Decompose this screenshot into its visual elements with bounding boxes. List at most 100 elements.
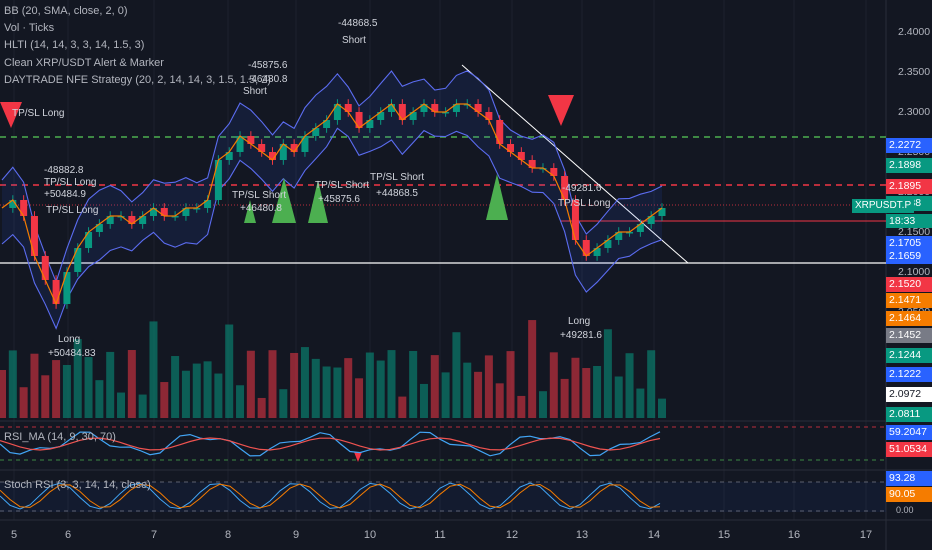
candle-body-40 bbox=[431, 104, 439, 112]
volume-bar-21 bbox=[225, 324, 234, 418]
legend-rsi[interactable]: RSI_MA (14, 9, 30, 70) bbox=[4, 431, 116, 443]
volume-bar-61 bbox=[658, 398, 666, 418]
candle-body-14 bbox=[149, 208, 157, 216]
legend-stoch[interactable]: Stoch RSI (3, 3, 14, 14, close) bbox=[4, 479, 151, 491]
candle-body-38 bbox=[409, 112, 417, 120]
candle-body-26 bbox=[279, 144, 287, 160]
legend-vol[interactable]: Vol · Ticks bbox=[4, 22, 55, 35]
volume-bar-48 bbox=[517, 395, 526, 418]
legend-bb[interactable]: BB (20, SMA, close, 2, 0) bbox=[4, 5, 128, 17]
volume-bar-36 bbox=[387, 350, 396, 418]
ann-tp-sl-long-3: TP/SL Long bbox=[46, 205, 99, 216]
volume-bar-13 bbox=[138, 394, 147, 418]
legend-hlti[interactable]: HLTI (14, 14, 3, 3, 14, 1.5, 3) bbox=[4, 39, 145, 52]
volume-bar-22 bbox=[236, 385, 245, 418]
candle-body-28 bbox=[301, 136, 309, 152]
volume-bar-38 bbox=[409, 350, 418, 418]
candle-body-33 bbox=[355, 112, 363, 128]
x-tick-5: 5 bbox=[10, 529, 18, 541]
volume-bar-52 bbox=[560, 378, 569, 418]
x-tick-15: 15 bbox=[717, 529, 731, 541]
volume-bar-46 bbox=[495, 383, 504, 418]
price-badge-0: 2.2272 bbox=[886, 138, 932, 153]
volume-bar-9 bbox=[95, 380, 104, 418]
candle-body-23 bbox=[247, 136, 255, 144]
volume-bar-14 bbox=[149, 321, 158, 418]
candle-body-3 bbox=[30, 216, 38, 256]
price-badge-6: 2.1520 bbox=[886, 277, 932, 292]
candle-body-58 bbox=[626, 232, 634, 234]
ann-long-bottom: Long bbox=[58, 334, 81, 345]
candle-body-37 bbox=[398, 104, 406, 120]
candle-body-15 bbox=[160, 208, 168, 216]
price-badge-9: 2.1452 bbox=[886, 328, 932, 343]
volume-bar-54 bbox=[582, 368, 591, 418]
ann-long-bottom2-value: +49281.6 bbox=[560, 330, 602, 341]
stoch-zero-label: 0.00 bbox=[896, 505, 914, 515]
candle-body-56 bbox=[604, 240, 612, 248]
ann-short-gain-2: +45875.6 bbox=[318, 194, 360, 205]
volume-bar-43 bbox=[463, 362, 472, 418]
volume-bar-59 bbox=[636, 388, 645, 418]
volume-bar-3 bbox=[30, 353, 39, 418]
ann-top-short: Short bbox=[342, 35, 366, 46]
price-badge-12: 2.0972 bbox=[886, 387, 932, 402]
x-tick-9: 9 bbox=[292, 529, 300, 541]
candle-body-57 bbox=[615, 232, 623, 240]
price-badge-1: 2.1898 bbox=[886, 158, 932, 173]
price-badge-4: 2.1705 bbox=[886, 236, 932, 251]
stoch-d-line bbox=[0, 483, 661, 509]
candle-body-50 bbox=[539, 168, 547, 170]
ann-top-short-value: -44868.5 bbox=[338, 18, 378, 29]
price-badge-7: 2.1471 bbox=[886, 293, 932, 308]
volume-bar-30 bbox=[322, 366, 331, 418]
volume-bar-2 bbox=[19, 387, 28, 418]
ann-short-gain-1: +46480.8 bbox=[240, 203, 282, 214]
candle-body-7 bbox=[74, 248, 82, 272]
candle-body-4 bbox=[41, 256, 49, 280]
volume-bar-60 bbox=[647, 350, 656, 418]
sell-triangle-1 bbox=[0, 102, 22, 128]
ann-tp-sl-long-4: TP/SL Long bbox=[558, 198, 611, 209]
price-tick-6: 2.1000 bbox=[898, 266, 931, 278]
volume-bar-42 bbox=[452, 332, 461, 418]
volume-bar-15 bbox=[160, 382, 169, 418]
ann-tp-sl-short-2: TP/SL Short bbox=[315, 180, 370, 191]
volume-bar-19 bbox=[203, 361, 212, 418]
volume-bar-39 bbox=[419, 383, 428, 418]
candle-body-34 bbox=[366, 120, 374, 128]
candle-body-44 bbox=[474, 104, 482, 112]
volume-bar-25 bbox=[268, 350, 277, 418]
stoch-badge-0: 93.28 bbox=[886, 471, 932, 486]
candle-body-29 bbox=[312, 128, 320, 136]
price-badge-10: 2.1244 bbox=[886, 348, 932, 363]
volume-bar-27 bbox=[290, 352, 299, 418]
volume-bar-32 bbox=[344, 358, 353, 418]
candle-body-17 bbox=[182, 208, 190, 216]
rsi-badge-1: 51.0534 bbox=[886, 442, 932, 457]
rsi-badge-0: 59.2047 bbox=[886, 425, 932, 440]
stoch-badge-1: 90.05 bbox=[886, 487, 932, 502]
bb-lower bbox=[1, 127, 663, 330]
volume-bar-0 bbox=[0, 370, 6, 418]
x-tick-13: 13 bbox=[575, 529, 589, 541]
candle-body-31 bbox=[333, 104, 341, 120]
volume-bar-40 bbox=[430, 355, 439, 418]
price-tick-1: 2.3500 bbox=[898, 66, 931, 78]
candle-body-19 bbox=[204, 200, 212, 208]
candle-body-52 bbox=[561, 176, 569, 200]
volume-bar-24 bbox=[257, 397, 266, 418]
legend-clean[interactable]: Clean XRP/USDT Alert & Marker bbox=[4, 56, 164, 69]
legend-strategy[interactable]: DAYTRADE NFE Strategy (20, 2, 14, 14, 3,… bbox=[4, 73, 271, 86]
candle-body-6 bbox=[63, 272, 71, 304]
indicator-legend: BB (20, SMA, close, 2, 0) Vol · Ticks HL… bbox=[4, 3, 271, 89]
volume-bar-56 bbox=[603, 329, 612, 418]
candle-body-61 bbox=[658, 208, 666, 216]
volume-bar-11 bbox=[117, 392, 126, 418]
buy-triangle-2 bbox=[272, 178, 296, 223]
candle-body-54 bbox=[582, 240, 590, 256]
price-tick-5: 2.1500 bbox=[898, 226, 931, 238]
candle-body-32 bbox=[344, 104, 352, 112]
candle-body-46 bbox=[496, 120, 504, 144]
